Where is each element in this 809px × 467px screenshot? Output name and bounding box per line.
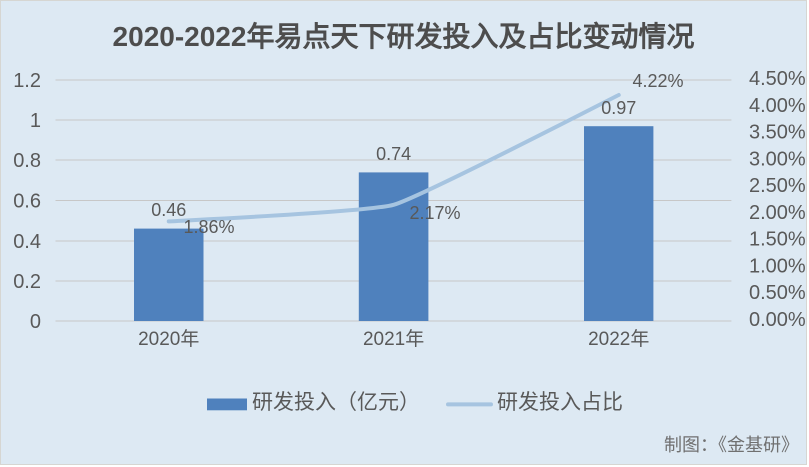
svg-text:0.97: 0.97 (601, 98, 636, 118)
svg-text:2021年: 2021年 (363, 328, 424, 350)
svg-text:2.50%: 2.50% (749, 175, 806, 197)
svg-text:2.00%: 2.00% (749, 202, 806, 224)
svg-text:0.8: 0.8 (13, 150, 41, 172)
svg-text:4.50%: 4.50% (749, 68, 806, 90)
svg-text:2020年: 2020年 (138, 328, 199, 350)
svg-text:4.22%: 4.22% (632, 71, 683, 91)
svg-text:3.50%: 3.50% (749, 122, 806, 144)
svg-text:3.00%: 3.00% (749, 148, 806, 170)
svg-text:1.00%: 1.00% (749, 255, 806, 277)
svg-text:0.46: 0.46 (151, 200, 186, 220)
svg-text:1: 1 (30, 110, 41, 132)
svg-text:0.00%: 0.00% (749, 309, 806, 331)
svg-text:4.00%: 4.00% (749, 95, 806, 117)
svg-text:制图：《金基研》: 制图：《金基研》 (664, 435, 799, 455)
svg-text:研发投入占比: 研发投入占比 (497, 391, 623, 414)
svg-text:0.2: 0.2 (13, 271, 41, 293)
svg-text:0: 0 (30, 311, 41, 333)
svg-text:0.50%: 0.50% (749, 282, 806, 304)
svg-text:1.50%: 1.50% (749, 229, 806, 251)
svg-text:0.74: 0.74 (376, 144, 411, 164)
svg-text:1.2: 1.2 (13, 70, 41, 92)
svg-text:0.4: 0.4 (13, 231, 41, 253)
svg-text:1.86%: 1.86% (183, 217, 234, 237)
svg-text:2022年: 2022年 (588, 328, 649, 350)
svg-text:0.6: 0.6 (13, 191, 41, 213)
svg-text:2.17%: 2.17% (409, 203, 460, 223)
svg-text:研发投入（亿元）: 研发投入（亿元） (252, 391, 420, 414)
